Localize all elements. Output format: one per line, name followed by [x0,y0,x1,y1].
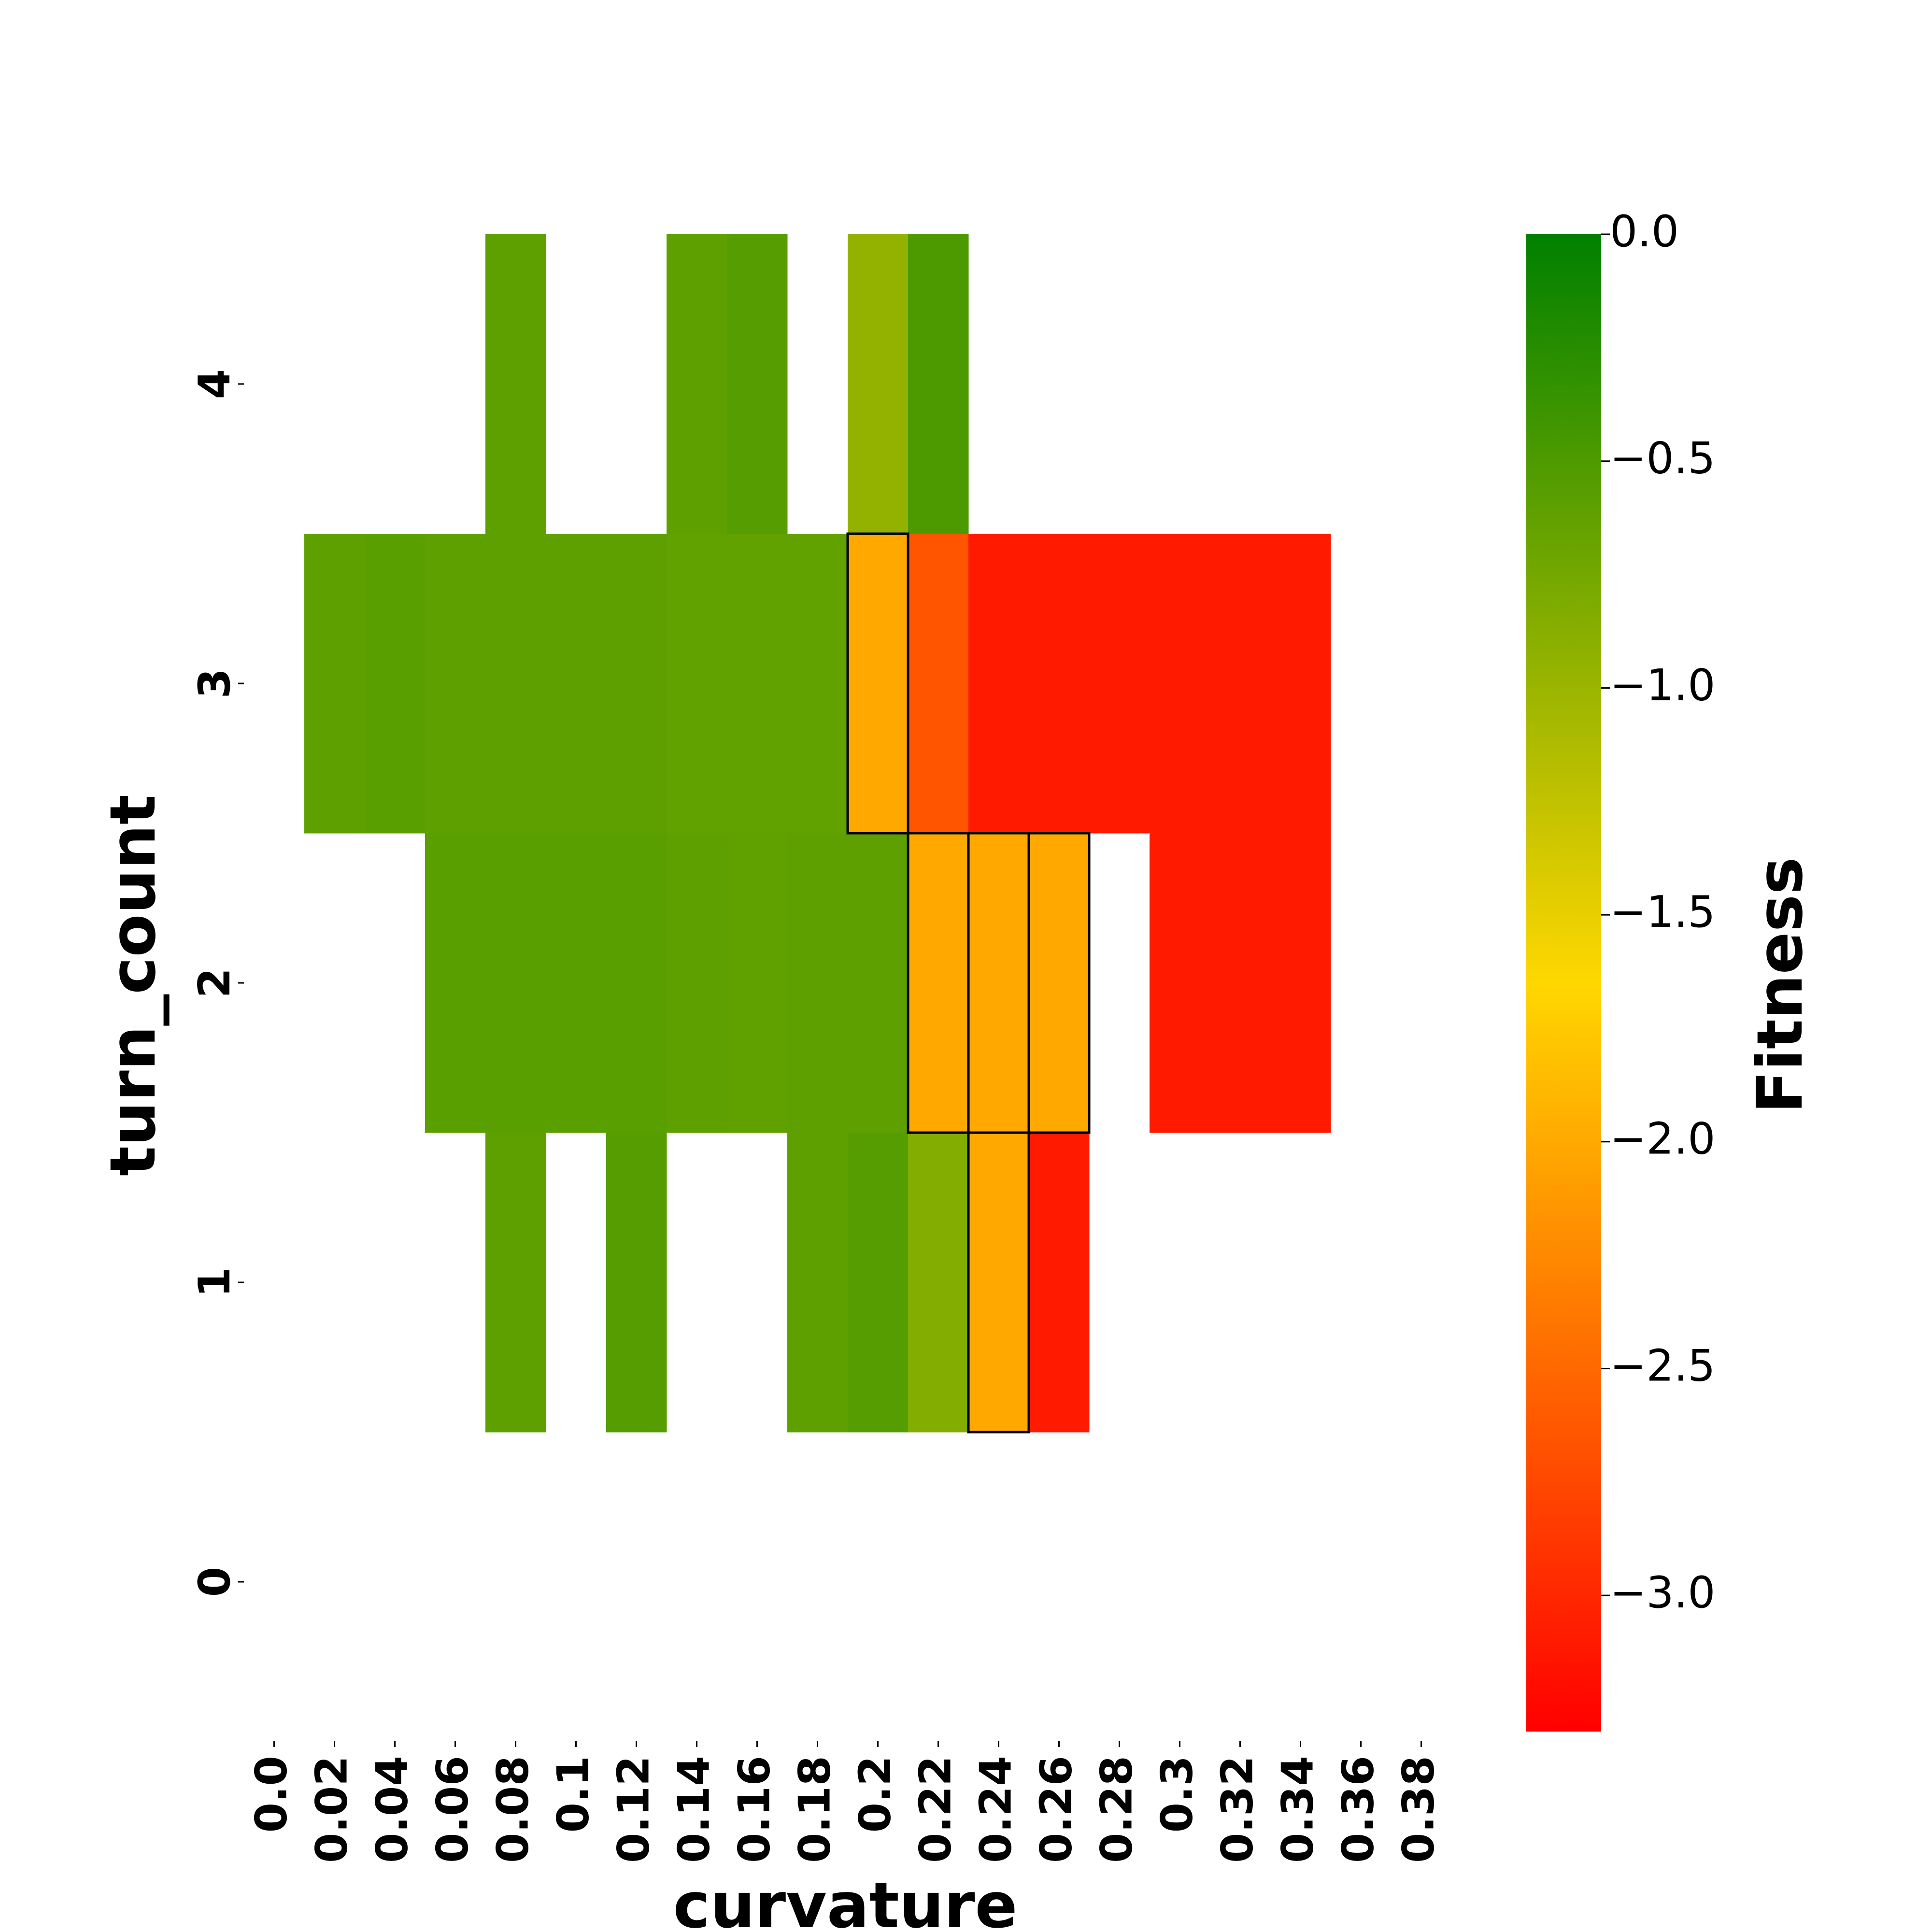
x-tick-label: 0.16 [729,1756,780,1863]
colorbar-ticks: 0.0 −0.5 −1.0 −1.5 −2.0 −2.5 −3.0 [1601,206,1716,1618]
colorbar-tick-label: −3.0 [1610,1567,1716,1618]
heatmap-cell [425,833,486,1133]
highlight-cell-outline [967,1131,1030,1434]
heatmap-cell [727,534,788,834]
heatmap-cell [667,234,727,534]
heatmap-cell [787,833,848,1133]
heatmap-cell [485,234,546,534]
x-tick-label: 0.1 [548,1756,598,1833]
highlight-cell-outline [1027,832,1091,1134]
x-tick-label: 0.18 [789,1756,840,1863]
heatmap-cell [848,534,909,834]
heatmap-cell [1210,833,1271,1133]
x-axis-title: curvature [673,1869,1017,1932]
y-tick-label: 0 [189,1567,240,1597]
x-tick-label: 0.14 [668,1756,719,1863]
y-axis-title: turn_count [96,795,170,1176]
heatmap-cell [787,1133,848,1433]
colorbar-tick-label: 0.0 [1610,206,1679,257]
heatmap-cell [908,234,969,534]
heatmap-cell [1089,534,1150,834]
heatmap-cell [848,1133,909,1433]
heatmap-cell [908,833,969,1133]
heatmap-cell [606,833,667,1133]
heatmap-cell [968,833,1029,1133]
heatmap-cell [1150,833,1210,1133]
heatmap-cell [1270,534,1331,834]
heatmap-cell [727,234,788,534]
heatmap-cell [425,534,486,834]
heatmap-cell [968,534,1029,834]
heatmap-cell [546,833,607,1133]
heatmap-cell [968,1133,1029,1433]
colorbar-tick-label: −1.5 [1610,887,1716,938]
x-tick-label: 0.34 [1272,1756,1323,1863]
heatmap-cell [727,833,788,1133]
x-tick-label: 0.24 [970,1756,1021,1863]
x-tick-label: 0.36 [1333,1756,1383,1863]
x-tick-label: 0.32 [1212,1756,1263,1863]
heatmap-cell [667,833,727,1133]
heatmap-cell [848,234,909,534]
colorbar-tick-label: −2.5 [1610,1340,1716,1391]
x-tick-label: 0.38 [1393,1756,1444,1863]
x-tick-label: 0.08 [487,1756,538,1863]
x-tick-label: 0.26 [1031,1756,1081,1863]
x-tick-label: 0.04 [367,1756,417,1863]
heatmap-cell [848,833,909,1133]
heatmap-cell [1029,534,1090,834]
heatmap-cell [1029,1133,1090,1433]
heatmap-cell [1150,534,1210,834]
heatmap-cell [787,534,848,834]
y-axis-ticks: 4 3 2 1 0 [189,369,244,1597]
heatmap-cell [606,1133,667,1433]
heatmap-cell [1210,534,1271,834]
y-tick-label: 1 [189,1267,240,1298]
y-tick-label: 4 [189,369,240,399]
x-tick-label: 0.0 [246,1756,297,1833]
heatmap-cell [485,833,546,1133]
x-tick-label: 0.06 [427,1756,478,1863]
heatmap-cell [908,534,969,834]
heatmap-cell [304,534,365,834]
x-tick-label: 0.22 [910,1756,961,1863]
colorbar-tick-label: −0.5 [1610,433,1716,484]
x-tick-label: 0.3 [1151,1756,1202,1833]
heatmap-cell [606,534,667,834]
heatmap-cell [365,534,426,834]
heatmap-cell [485,1133,546,1433]
colorbar-title: Fitness [1743,857,1817,1114]
colorbar [1526,234,1601,1732]
highlight-cell-outline [846,532,909,835]
heatmap-cell [1029,833,1090,1133]
colorbar-tick-label: −2.0 [1610,1114,1716,1165]
x-tick-label: 0.28 [1091,1756,1142,1863]
x-axis-ticks: 0.0 0.02 0.04 0.06 0.08 0.1 0.12 0.14 0.16 0.18 0.… [246,1741,1444,1863]
heatmap-cell [485,534,546,834]
colorbar-tick-label: −1.0 [1610,660,1716,710]
x-tick-label: 0.02 [306,1756,357,1863]
x-tick-label: 0.2 [850,1756,900,1833]
heatmap-cell [667,534,727,834]
x-tick-label: 0.12 [608,1756,659,1863]
heatmap-cell [546,534,607,834]
heatmap-cell [1270,833,1331,1133]
heatmap-cell [908,1133,969,1433]
heatmap-cells [304,234,1331,1434]
y-tick-label: 3 [189,668,240,699]
y-tick-label: 2 [189,968,240,998]
